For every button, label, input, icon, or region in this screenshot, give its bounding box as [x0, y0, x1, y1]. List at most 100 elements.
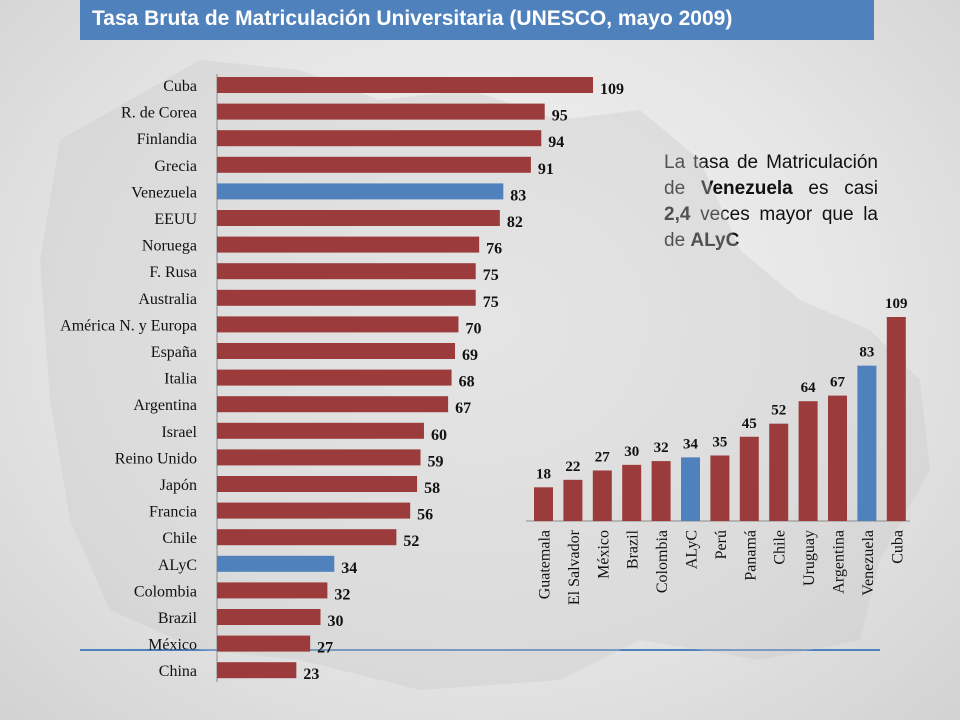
h-value-label-eeuu: 82	[507, 214, 523, 231]
h-category-label-japon: Japón	[160, 477, 197, 494]
h-bar-chile	[217, 529, 397, 546]
note-bold-alyc: ALyC	[690, 230, 740, 251]
h-bar-argentina	[217, 396, 449, 413]
chart-title: Tasa Bruta de Matriculación Universitari…	[92, 7, 733, 30]
title-bar: Tasa Bruta de Matriculación Universitari…	[80, 0, 874, 40]
h-value-label-finlandia: 94	[548, 134, 564, 151]
v-category-label-brazil: Brazil	[625, 529, 642, 569]
h-value-label-colombia: 32	[334, 586, 350, 603]
h-category-label-alyc: ALyC	[158, 557, 197, 574]
h-bar-brazil	[217, 609, 321, 625]
h-value-label-china: 23	[303, 666, 319, 683]
v-category-label-colombia: Colombia	[654, 530, 671, 593]
h-category-label-china: China	[159, 663, 197, 680]
v-category-label-chile: Chile	[772, 530, 789, 565]
v-value-label-uruguay: 64	[801, 380, 817, 396]
v-bar-panama	[739, 436, 759, 521]
h-bar-america-n-y-europa	[217, 316, 459, 333]
h-value-label-japon: 58	[424, 480, 440, 497]
v-bar-cuba	[886, 317, 906, 521]
v-category-label-panama: Panamá	[742, 530, 759, 581]
h-category-label-brazil: Brazil	[158, 610, 198, 627]
h-category-label-argentina: Argentina	[133, 397, 197, 414]
h-bar-venezuela	[217, 183, 504, 200]
v-category-label-venezuela: Venezuela	[860, 530, 877, 596]
h-category-label-francia: Francia	[149, 504, 197, 521]
h-category-label-australia: Australia	[138, 291, 197, 308]
v-category-label-uruguay: Uruguay	[801, 530, 818, 586]
v-category-label-cuba: Cuba	[889, 530, 906, 564]
v-value-label-brazil: 30	[624, 444, 639, 460]
v-value-label-argentina: 67	[830, 375, 846, 391]
horizontal-bar-chart: Cuba 109 R. de Corea 95 Finlandia 94 Grecia 91 V…	[60, 74, 624, 683]
v-value-label-colombia: 32	[654, 440, 669, 456]
h-bar-r-de-corea	[217, 103, 545, 120]
v-bar-peru	[710, 455, 730, 521]
note-bold-ratio: 2,4	[664, 204, 691, 225]
v-category-label-el-salvador: El Salvador	[566, 529, 583, 605]
h-bar-francia	[217, 502, 411, 519]
h-bar-alyc	[217, 555, 335, 572]
v-bar-el-salvador	[563, 479, 583, 521]
v-bar-chile	[769, 423, 789, 521]
note-part-2: es casi	[792, 178, 878, 199]
v-category-label-peru: Perú	[713, 530, 730, 559]
h-category-label-america-n-y-europa: América N. y Europa	[60, 317, 197, 334]
h-bar-australia	[217, 289, 476, 306]
h-value-label-r-de-corea: 95	[552, 108, 568, 125]
v-bar-alyc	[681, 457, 700, 521]
v-value-label-mexico: 27	[595, 449, 611, 465]
h-bar-f-rusa	[217, 263, 476, 280]
h-bar-noruega	[217, 236, 480, 253]
h-category-label-reino-unido: Reino Unido	[115, 450, 197, 467]
h-value-label-australia: 75	[483, 294, 499, 311]
v-value-label-guatemala: 18	[536, 466, 551, 482]
h-value-label-argentina: 67	[455, 400, 471, 417]
h-bar-italia	[217, 369, 452, 386]
v-value-label-peru: 35	[712, 434, 727, 450]
h-value-label-grecia: 91	[538, 161, 554, 178]
h-value-label-espana: 69	[462, 347, 478, 364]
h-value-label-f-rusa: 75	[483, 267, 499, 284]
h-category-label-mexico: México	[148, 637, 197, 654]
h-value-label-cuba: 109	[600, 81, 624, 98]
v-value-label-chile: 52	[771, 403, 786, 419]
v-bar-argentina	[828, 395, 847, 521]
h-value-label-brazil: 30	[327, 613, 343, 630]
h-value-label-italia: 68	[459, 374, 475, 391]
v-bar-colombia	[651, 461, 671, 521]
h-category-label-grecia: Grecia	[154, 158, 197, 175]
h-value-label-alyc: 34	[341, 560, 357, 577]
note-part-3: veces mayor que la de	[664, 204, 878, 251]
h-category-label-italia: Italia	[164, 371, 197, 388]
h-bar-japon	[217, 476, 418, 492]
note-bold-venezuela: Venezuela	[700, 178, 793, 199]
h-value-label-chile: 52	[403, 533, 419, 550]
h-category-label-eeuu: EEUU	[154, 211, 197, 228]
h-category-label-f-rusa: F. Rusa	[149, 264, 197, 281]
v-bar-mexico	[592, 470, 612, 521]
v-value-label-panama: 45	[742, 416, 757, 432]
h-bar-china	[217, 662, 297, 679]
h-category-label-venezuela: Venezuela	[131, 184, 197, 201]
h-category-label-noruega: Noruega	[142, 238, 197, 255]
vertical-bar-chart: 18 Guatemala 22 El Salvador 27 México 30 Brazil…	[526, 296, 910, 605]
h-value-label-venezuela: 83	[510, 187, 526, 204]
v-category-label-mexico: México	[595, 530, 612, 579]
v-bar-brazil	[622, 464, 642, 521]
h-category-label-colombia: Colombia	[134, 583, 197, 600]
h-category-label-espana: España	[151, 344, 197, 361]
h-category-label-cuba: Cuba	[163, 78, 197, 95]
h-value-label-america-n-y-europa: 70	[465, 320, 481, 337]
h-category-label-israel: Israel	[161, 424, 197, 441]
h-bar-espana	[217, 343, 456, 359]
h-category-label-finlandia: Finlandia	[137, 131, 197, 148]
v-value-label-venezuela: 83	[859, 345, 874, 361]
bottom-divider	[80, 649, 880, 651]
h-bar-cuba	[217, 77, 593, 93]
h-category-label-r-de-corea: R. de Corea	[121, 105, 197, 122]
v-bar-guatemala	[534, 487, 553, 521]
v-bar-venezuela	[857, 365, 877, 521]
v-category-label-guatemala: Guatemala	[537, 530, 554, 599]
